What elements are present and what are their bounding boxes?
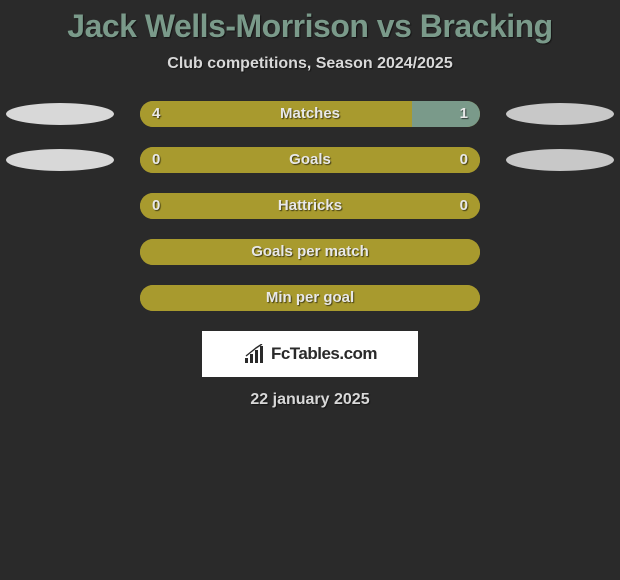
stat-row: 41Matches	[0, 101, 620, 127]
stat-row: Goals per match	[0, 239, 620, 265]
stat-bar: 41Matches	[140, 101, 480, 127]
barchart-icon	[243, 344, 267, 364]
stat-bar: 00Goals	[140, 147, 480, 173]
branding-box[interactable]: FcTables.com	[202, 331, 418, 377]
player-marker-right	[506, 103, 614, 125]
stat-label: Hattricks	[140, 193, 480, 219]
player-marker-left	[6, 103, 114, 125]
stat-label: Matches	[140, 101, 480, 127]
stat-bar: Goals per match	[140, 239, 480, 265]
card-title: Jack Wells-Morrison vs Bracking	[0, 8, 620, 45]
stat-bar: 00Hattricks	[140, 193, 480, 219]
stat-row: 00Goals	[0, 147, 620, 173]
branding-inner: FcTables.com	[243, 344, 377, 364]
branding-text: FcTables.com	[271, 344, 377, 364]
dateline: 22 january 2025	[0, 391, 620, 409]
stats-list: 41Matches 00Goals 00Hattricks Goals per mat…	[0, 101, 620, 311]
stat-label: Min per goal	[140, 285, 480, 311]
player-marker-right	[506, 149, 614, 171]
card-subtitle: Club competitions, Season 2024/2025	[0, 55, 620, 73]
player-marker-left	[6, 149, 114, 171]
comparison-card: Jack Wells-Morrison vs Bracking Club com…	[0, 0, 620, 409]
stat-row: 00Hattricks	[0, 193, 620, 219]
stat-row: Min per goal	[0, 285, 620, 311]
stat-bar: Min per goal	[140, 285, 480, 311]
stat-label: Goals per match	[140, 239, 480, 265]
stat-label: Goals	[140, 147, 480, 173]
